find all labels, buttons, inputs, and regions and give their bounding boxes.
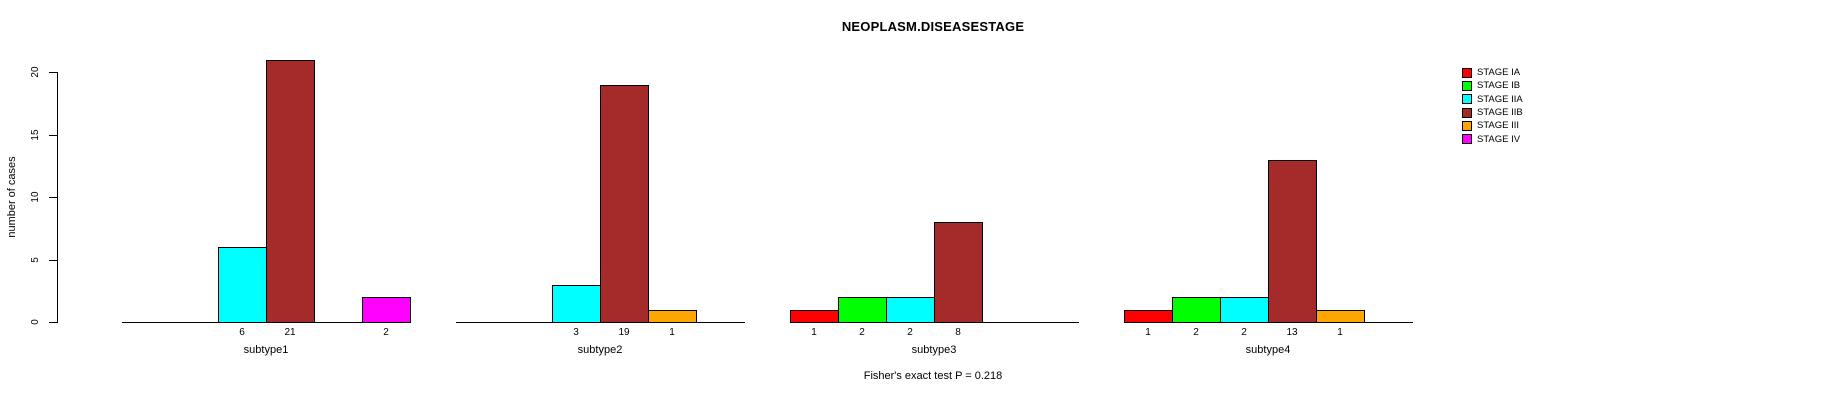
legend-item: STAGE IIA <box>1462 93 1523 106</box>
legend-swatch <box>1462 107 1472 118</box>
legend-swatch <box>1462 120 1472 131</box>
legend-item: STAGE III <box>1462 119 1523 132</box>
bar-value-label: 1 <box>811 327 817 338</box>
bar-stage-iv <box>362 297 411 323</box>
bar-value-label: 3 <box>573 327 579 338</box>
bar-value-label: 2 <box>1193 327 1199 338</box>
bar-stage-ia <box>1124 309 1173 323</box>
bar-stage-iii <box>1316 309 1365 323</box>
legend-item: STAGE IA <box>1462 66 1523 79</box>
bar-value-label: 1 <box>1145 327 1151 338</box>
y-tick <box>49 72 57 73</box>
y-tick <box>49 197 57 198</box>
legend-swatch <box>1462 80 1472 91</box>
y-tick-label: 10 <box>30 191 41 203</box>
bar-stage-iib <box>600 84 649 323</box>
bar-value-label: 2 <box>907 327 913 338</box>
chart-title: NEOPLASM.DISEASESTAGE <box>841 19 1025 34</box>
legend-item: STAGE IV <box>1462 132 1523 145</box>
bar-value-label: 21 <box>284 327 296 338</box>
bar-stage-iia <box>552 284 601 323</box>
bar-stage-iib <box>266 59 315 323</box>
bar-value-label: 6 <box>239 327 245 338</box>
bar-stage-iii <box>648 309 697 323</box>
bar-value-label: 2 <box>1241 327 1247 338</box>
legend-swatch <box>1462 94 1472 105</box>
legend: STAGE IA STAGE IB STAGE IIA STAGE IIB STAGE … <box>1462 66 1523 146</box>
bar-stage-ib <box>838 297 887 323</box>
legend-item: STAGE IB <box>1462 79 1523 92</box>
bar-value-label: 1 <box>1337 327 1343 338</box>
bar-value-label: 1 <box>669 327 675 338</box>
bar-stage-iia <box>886 297 935 323</box>
y-tick-label: 5 <box>30 256 41 263</box>
y-tick-label: 0 <box>30 319 41 325</box>
bar-stage-iib <box>934 222 983 323</box>
fisher-test-annotation: Fisher's exact test P = 0.218 <box>863 370 1003 382</box>
y-tick <box>49 322 57 323</box>
bar-value-label: 13 <box>1286 327 1298 338</box>
y-axis-label: number of cases <box>6 156 18 238</box>
legend-label: STAGE IIA <box>1477 93 1523 105</box>
bar-value-label: 19 <box>618 327 630 338</box>
bar-stage-iib <box>1268 159 1317 323</box>
bar-stage-ia <box>790 309 839 323</box>
legend-label: STAGE IB <box>1477 80 1521 92</box>
legend-label: STAGE IA <box>1477 67 1521 79</box>
bar-stage-iia <box>218 247 267 323</box>
legend-label: STAGE IIB <box>1477 107 1523 119</box>
legend-swatch <box>1462 67 1472 78</box>
y-axis-line <box>57 72 58 323</box>
bar-value-label: 8 <box>955 327 961 338</box>
category-label-subtype1: subtype1 <box>243 344 289 356</box>
y-tick-label: 20 <box>30 66 41 78</box>
y-tick <box>49 134 57 136</box>
y-tick-label: 15 <box>30 128 41 141</box>
category-label-subtype3: subtype3 <box>911 344 957 356</box>
legend-item: STAGE IIB <box>1462 106 1523 119</box>
bar-value-label: 2 <box>859 327 865 338</box>
category-label-subtype2: subtype2 <box>577 344 623 356</box>
bar-stage-iia <box>1220 297 1269 323</box>
legend-label: STAGE III <box>1477 120 1520 132</box>
bar-stage-ib <box>1172 297 1221 323</box>
legend-swatch <box>1462 134 1472 145</box>
bar-value-label: 2 <box>383 327 389 338</box>
y-tick <box>49 259 57 261</box>
legend-label: STAGE IV <box>1477 133 1521 145</box>
category-label-subtype4: subtype4 <box>1245 344 1291 356</box>
